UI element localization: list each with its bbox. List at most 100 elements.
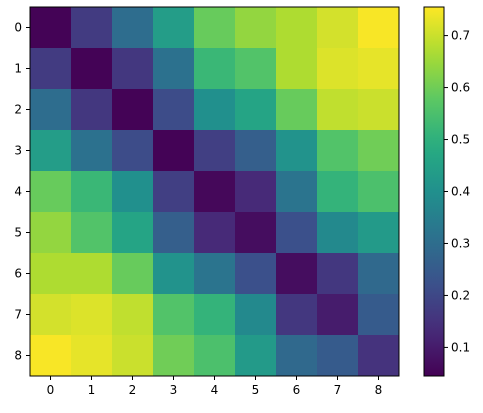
- x-tick-label: 3: [170, 383, 178, 397]
- heatmap-cell: [358, 212, 400, 254]
- heatmap-cell: [358, 253, 400, 295]
- heatmap-cell: [276, 253, 318, 295]
- x-tick-label: 0: [47, 383, 55, 397]
- heatmap-cell: [30, 7, 72, 49]
- heatmap-cell: [317, 7, 359, 49]
- heatmap-cell: [235, 171, 277, 213]
- heatmap-cell: [71, 294, 113, 336]
- heatmap-cell: [317, 294, 359, 336]
- heatmap-cell: [235, 89, 277, 131]
- heatmap-cell: [235, 253, 277, 295]
- heatmap-cell: [358, 7, 400, 49]
- colorbar-tick-label: 0.7: [451, 29, 470, 43]
- heatmap-cell: [235, 7, 277, 49]
- heatmap-cell: [276, 89, 318, 131]
- heatmap-cell: [235, 294, 277, 336]
- heatmap-cell: [30, 89, 72, 131]
- heatmap-cell: [358, 171, 400, 213]
- heatmap-cell: [317, 48, 359, 90]
- colorbar-tick-label: 0.2: [451, 288, 470, 302]
- heatmap-cell: [358, 294, 400, 336]
- y-tick-label: 7: [14, 308, 22, 322]
- heatmap-cell: [112, 130, 154, 172]
- y-tick-label: 0: [14, 21, 22, 35]
- heatmap-cell: [71, 48, 113, 90]
- y-tick-label: 8: [14, 349, 22, 363]
- heatmap-cell: [317, 89, 359, 131]
- heatmap-cell: [71, 89, 113, 131]
- y-tick-label: 5: [14, 226, 22, 240]
- heatmap-cell: [153, 335, 195, 377]
- heatmap-cell: [194, 48, 236, 90]
- heatmap-cell: [194, 130, 236, 172]
- colorbar-tick-label: 0.3: [451, 236, 470, 250]
- heatmap-cell: [317, 212, 359, 254]
- x-tick-label: 4: [211, 383, 219, 397]
- heatmap-cell: [112, 48, 154, 90]
- heatmap-cells: [30, 7, 400, 377]
- heatmap-cell: [235, 130, 277, 172]
- x-tick-label: 8: [375, 383, 383, 397]
- y-tick-label: 3: [14, 144, 22, 158]
- heatmap-cell: [153, 130, 195, 172]
- colorbar-gradient: [423, 6, 445, 377]
- y-tick-label: 1: [14, 62, 22, 76]
- x-tick-label: 5: [252, 383, 260, 397]
- heatmap-cell: [30, 48, 72, 90]
- heatmap-cell: [235, 212, 277, 254]
- heatmap-cell: [112, 253, 154, 295]
- colorbar-tick-label: 0.1: [451, 340, 470, 354]
- heatmap-cell: [235, 48, 277, 90]
- heatmap-cell: [358, 89, 400, 131]
- heatmap-cell: [194, 89, 236, 131]
- heatmap-cell: [71, 171, 113, 213]
- heatmap-cell: [112, 294, 154, 336]
- heatmap-cell: [112, 89, 154, 131]
- y-tick-label: 2: [14, 103, 22, 117]
- heatmap-cell: [30, 294, 72, 336]
- heatmap-cell: [112, 7, 154, 49]
- heatmap-cell: [317, 253, 359, 295]
- heatmap-cell: [194, 7, 236, 49]
- heatmap-cell: [71, 212, 113, 254]
- heatmap-cell: [276, 212, 318, 254]
- heatmap-cell: [30, 171, 72, 213]
- x-tick-label: 7: [334, 383, 342, 397]
- heatmap-cell: [153, 7, 195, 49]
- heatmap-cell: [235, 335, 277, 377]
- colorbar-tick-label: 0.6: [451, 81, 470, 95]
- colorbar-tick-label: 0.5: [451, 133, 470, 147]
- heatmap-cell: [71, 335, 113, 377]
- heatmap-cell: [194, 335, 236, 377]
- colorbar: 0.1 0.2 0.3 0.4 0.5 0.6 0.7: [423, 6, 470, 377]
- heatmap-cell: [71, 7, 113, 49]
- heatmap-cell: [30, 335, 72, 377]
- heatmap-cell: [71, 253, 113, 295]
- heatmap-cell: [317, 130, 359, 172]
- heatmap-cell: [30, 130, 72, 172]
- heatmap-cell: [153, 171, 195, 213]
- heatmap-cell: [153, 212, 195, 254]
- heatmap-cell: [358, 335, 400, 377]
- heatmap-cell: [194, 171, 236, 213]
- heatmap-cell: [276, 294, 318, 336]
- heatmap-cell: [30, 253, 72, 295]
- x-tick-label: 2: [129, 383, 137, 397]
- heatmap-cell: [317, 335, 359, 377]
- heatmap-cell: [358, 130, 400, 172]
- heatmap-cell: [317, 171, 359, 213]
- heatmap-cell: [276, 171, 318, 213]
- heatmap-cell: [194, 212, 236, 254]
- heatmap-cell: [194, 294, 236, 336]
- heatmap-cell: [153, 294, 195, 336]
- heatmap-cell: [153, 253, 195, 295]
- heatmap-cell: [194, 253, 236, 295]
- heatmap-cell: [276, 335, 318, 377]
- heatmap-cell: [358, 48, 400, 90]
- y-tick-label: 6: [14, 267, 22, 281]
- heatmap-cell: [276, 130, 318, 172]
- x-axis: 0 1 2 3 4 5 6 7 8: [47, 376, 383, 397]
- y-tick-label: 4: [14, 185, 22, 199]
